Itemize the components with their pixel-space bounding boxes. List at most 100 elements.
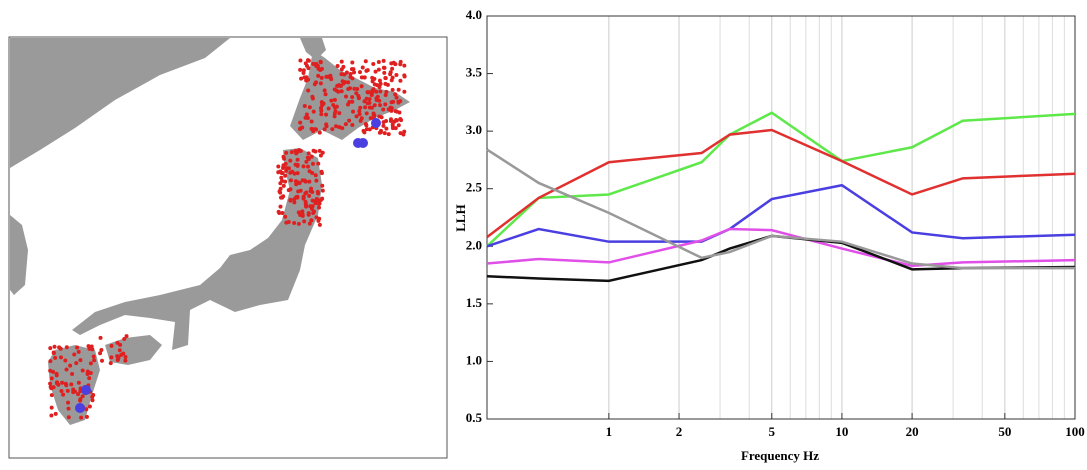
station-dot <box>295 171 300 176</box>
y-tick-label: 2.5 <box>466 180 483 195</box>
station-dot <box>287 166 292 171</box>
station-dot <box>355 87 360 92</box>
station-dot <box>91 354 96 359</box>
station-dot <box>359 75 364 80</box>
site-marker <box>371 118 381 128</box>
station-dot <box>58 355 63 360</box>
station-dot <box>88 361 93 366</box>
station-dot <box>396 100 401 105</box>
station-dot <box>305 155 310 160</box>
station-dot <box>312 209 317 214</box>
station-dot <box>354 114 359 119</box>
station-dot <box>367 105 372 110</box>
station-dot <box>316 66 321 71</box>
station-dot <box>283 179 288 184</box>
station-dot <box>317 222 322 227</box>
station-dot <box>368 116 373 121</box>
station-dot <box>279 175 284 180</box>
station-dot <box>279 170 284 175</box>
station-dot <box>389 106 394 111</box>
station-dot <box>372 103 377 108</box>
station-dot <box>288 197 293 202</box>
station-dot <box>310 94 315 99</box>
station-dot <box>318 59 323 64</box>
x-tick-label: 2 <box>676 424 683 439</box>
honshu <box>72 148 322 350</box>
station-dot <box>51 350 56 355</box>
hokkaido <box>290 50 410 140</box>
station-dot <box>317 205 322 210</box>
x-tick-label: 10 <box>835 424 848 439</box>
station-dot <box>358 105 363 110</box>
station-dot <box>388 70 393 75</box>
station-dot <box>90 398 95 403</box>
station-dot <box>284 168 289 173</box>
station-dot <box>402 73 407 78</box>
station-dot <box>319 75 324 80</box>
station-dot <box>373 69 378 74</box>
station-dot <box>49 376 54 381</box>
station-dot <box>64 345 69 350</box>
station-dot <box>306 88 311 93</box>
station-dot <box>371 62 376 67</box>
station-dot <box>281 183 286 188</box>
station-dot <box>288 178 293 183</box>
station-dot <box>374 89 379 94</box>
station-dot <box>300 209 305 214</box>
station-dot <box>75 345 80 350</box>
station-dot <box>381 120 386 125</box>
station-dot <box>381 58 386 63</box>
station-dot <box>299 76 304 81</box>
station-dot <box>318 153 323 158</box>
station-dot <box>382 131 387 136</box>
station-dot <box>317 130 322 135</box>
station-dot <box>280 211 285 216</box>
station-dot <box>393 92 398 97</box>
station-dot <box>383 75 388 80</box>
station-dot <box>281 164 286 169</box>
station-dot <box>310 204 315 209</box>
station-dot <box>377 98 382 103</box>
station-dot <box>49 393 54 398</box>
station-dot <box>374 96 379 101</box>
station-dot <box>339 72 344 77</box>
station-dot <box>390 87 395 92</box>
station-dot <box>370 79 375 84</box>
station-dot <box>313 201 318 206</box>
station-dot <box>63 381 68 386</box>
station-dot <box>276 164 281 169</box>
station-dot <box>316 73 321 78</box>
station-dot <box>335 83 340 88</box>
x-tick-label: 20 <box>906 424 919 439</box>
station-dot <box>283 214 288 219</box>
station-dot <box>322 127 327 132</box>
station-dot <box>307 105 312 110</box>
station-dot <box>85 369 90 374</box>
station-dot <box>74 361 79 366</box>
station-dot <box>278 181 283 186</box>
station-dot <box>63 358 68 363</box>
station-dot <box>394 72 399 77</box>
kyushu <box>48 345 100 425</box>
station-dot <box>276 170 281 175</box>
x-tick-label: 5 <box>769 424 776 439</box>
station-dot <box>316 161 321 166</box>
station-dot <box>318 81 323 86</box>
station-dot <box>72 352 77 357</box>
station-dot <box>302 75 307 80</box>
station-dot <box>338 84 343 89</box>
station-dot <box>357 108 362 113</box>
y-tick-label: 3.0 <box>466 122 482 137</box>
station-dot <box>64 367 69 372</box>
station-dot <box>362 75 367 80</box>
station-dot <box>386 107 391 112</box>
korea <box>10 215 28 295</box>
station-dot <box>80 368 85 373</box>
station-dot <box>377 114 382 119</box>
station-dot <box>324 112 329 117</box>
station-dot <box>309 119 314 124</box>
station-dot <box>315 189 320 194</box>
plot-frame <box>486 15 1076 420</box>
station-dot <box>365 68 370 73</box>
